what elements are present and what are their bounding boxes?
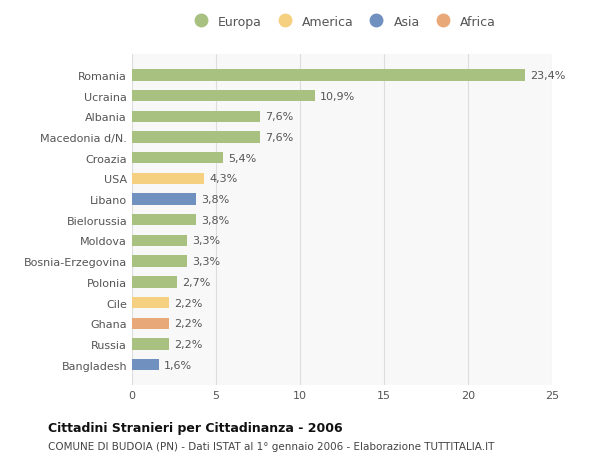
Bar: [132, 174, 204, 185]
Text: 1,6%: 1,6%: [164, 360, 192, 370]
Bar: [132, 297, 169, 308]
Bar: [132, 194, 196, 205]
Bar: [132, 132, 260, 143]
Bar: [132, 215, 196, 226]
Text: 4,3%: 4,3%: [209, 174, 238, 184]
Bar: [132, 318, 169, 329]
Text: 23,4%: 23,4%: [530, 71, 566, 81]
Text: 3,8%: 3,8%: [201, 195, 229, 205]
Text: COMUNE DI BUDOIA (PN) - Dati ISTAT al 1° gennaio 2006 - Elaborazione TUTTITALIA.: COMUNE DI BUDOIA (PN) - Dati ISTAT al 1°…: [48, 441, 494, 451]
Text: 2,2%: 2,2%: [174, 298, 202, 308]
Bar: [132, 70, 525, 81]
Bar: [132, 112, 260, 123]
Bar: [132, 153, 223, 164]
Bar: [132, 256, 187, 267]
Text: 3,3%: 3,3%: [193, 257, 221, 267]
Text: 3,3%: 3,3%: [193, 236, 221, 246]
Bar: [132, 235, 187, 246]
Bar: [132, 277, 178, 288]
Legend: Europa, America, Asia, Africa: Europa, America, Asia, Africa: [184, 12, 500, 32]
Text: 3,8%: 3,8%: [201, 215, 229, 225]
Bar: [132, 339, 169, 350]
Text: 2,2%: 2,2%: [174, 339, 202, 349]
Text: 5,4%: 5,4%: [228, 153, 256, 163]
Text: 10,9%: 10,9%: [320, 91, 355, 101]
Text: 2,7%: 2,7%: [182, 277, 211, 287]
Text: Cittadini Stranieri per Cittadinanza - 2006: Cittadini Stranieri per Cittadinanza - 2…: [48, 421, 343, 434]
Text: 7,6%: 7,6%: [265, 133, 293, 143]
Text: 2,2%: 2,2%: [174, 319, 202, 329]
Bar: [132, 91, 315, 102]
Text: 7,6%: 7,6%: [265, 112, 293, 122]
Bar: [132, 359, 159, 370]
